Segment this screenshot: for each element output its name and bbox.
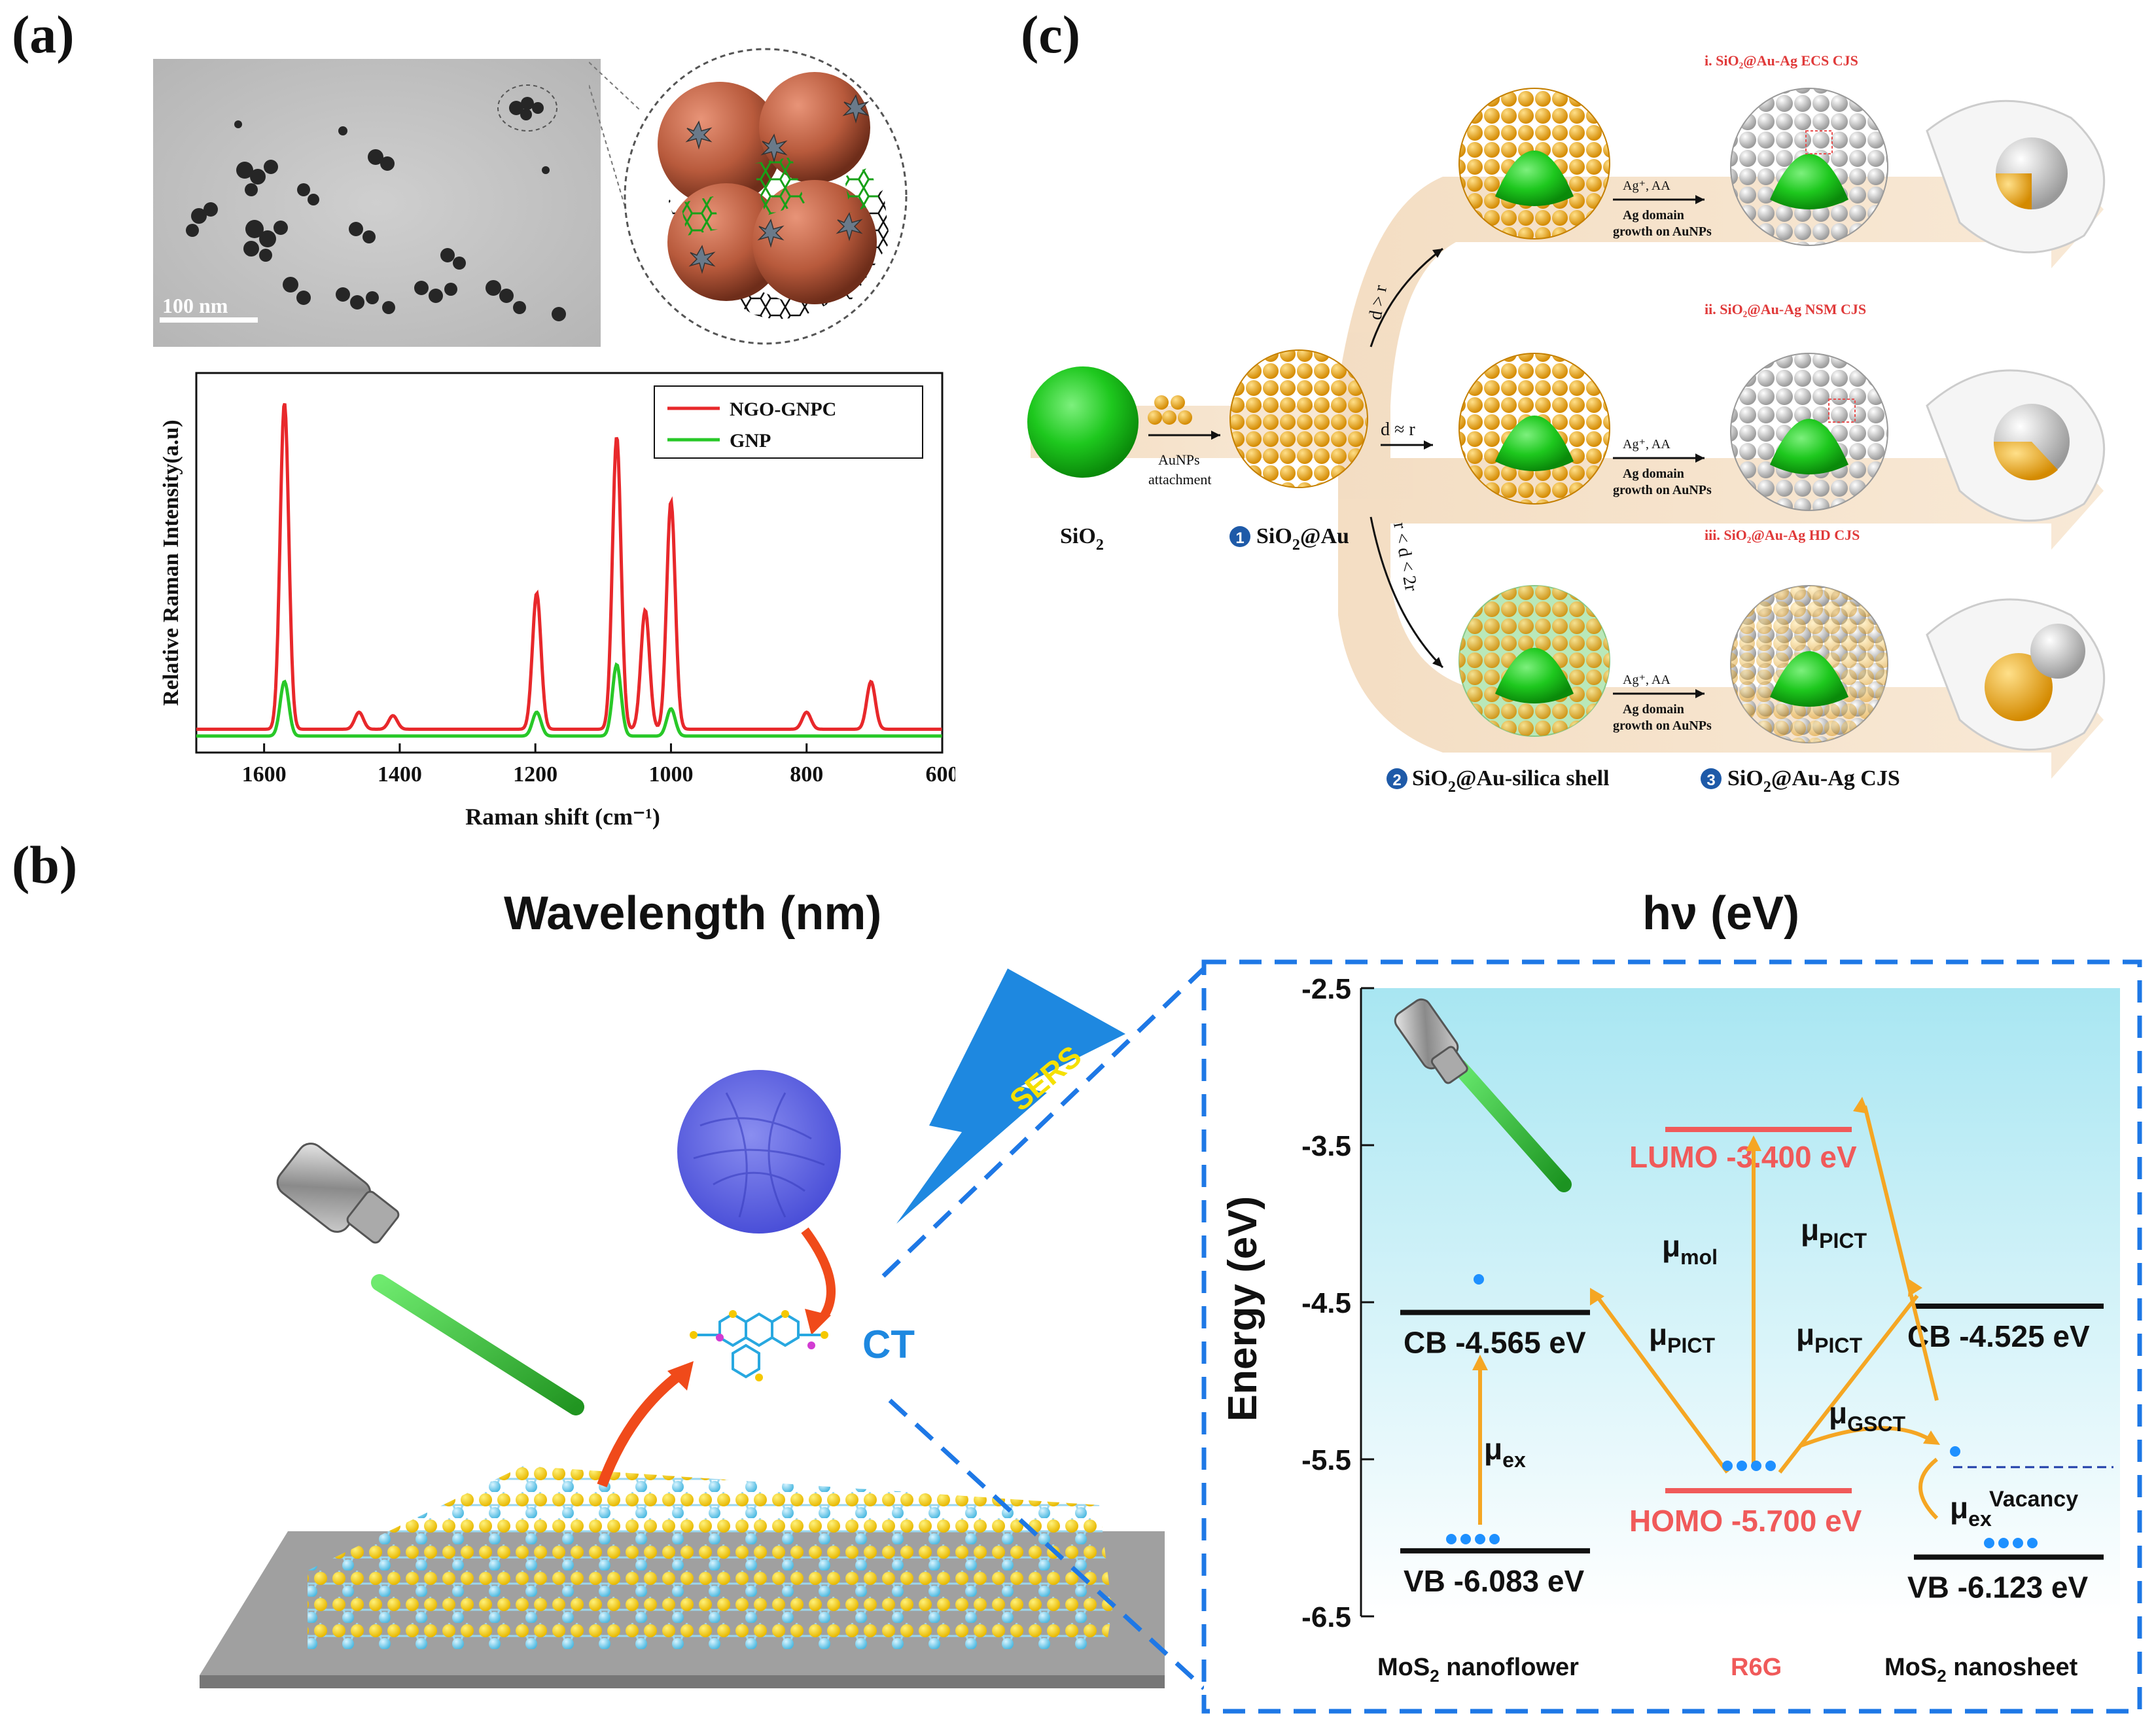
panel-label-b: (b) (12, 835, 78, 895)
step3-label: SiO2@Au-Ag CJS (1727, 766, 1900, 796)
branch-arrow-top (1370, 247, 1443, 347)
raman-x-tick-label: 600 (926, 762, 956, 787)
level-label-cb: CB -4.565 eV (1404, 1326, 1586, 1360)
cjs-sphere-nsm (1730, 353, 1888, 511)
reagent-bottom: Ag⁺, AA (1623, 673, 1670, 687)
label-vacancy: Vacancy (1989, 1487, 2078, 1512)
label-mu-pict-upper: μPICT (1801, 1213, 1867, 1252)
legend-label-gnp: GNP (730, 430, 771, 452)
growth-label-mid-2: growth on AuNPs (1613, 483, 1712, 497)
ct-arrow-up (597, 1370, 684, 1487)
energy-y-tick-label: -5.5 (1301, 1444, 1351, 1476)
raman-y-axis-label: Relative Raman Intensity(a.u) (159, 419, 183, 705)
label-mu-ex-right: μex (1950, 1491, 1992, 1531)
step-number-1: 1 (1235, 529, 1244, 547)
growth-label-top-1: Ag domain (1623, 208, 1684, 222)
product-label-i: i. SiO₂@Au-Ag ECS CJS (1705, 52, 1858, 69)
raman-x-tick-label: 1600 (242, 762, 287, 787)
zoom-connector-bottom (888, 1398, 1206, 1690)
raman-x-axis-label: Raman shift (cm⁻¹) (465, 804, 660, 830)
branch-arrow-bottom (1370, 516, 1444, 669)
ct-arrow-down (801, 1227, 836, 1318)
growth-label-mid-1: Ag domain (1623, 467, 1684, 481)
reagent-mid: Ag⁺, AA (1623, 437, 1670, 452)
growth-label-top-2: growth on AuNPs (1613, 224, 1712, 239)
sers-scheme: SERS CT -2.5 -3.5 -4.5 -5.5 -6.5 Energy (eV)… (200, 959, 2142, 1714)
reagent-top: Ag⁺, AA (1623, 179, 1670, 193)
energy-y-tick-label: -6.5 (1301, 1601, 1351, 1633)
level-label-cb: CB -4.525 eV (1907, 1319, 2090, 1353)
sers-lightning-icon: SERS (896, 968, 1125, 1224)
raman-series-ngo-gnpc (196, 402, 942, 731)
step-number-2: 2 (1392, 772, 1401, 789)
step-number-3: 3 (1706, 772, 1715, 789)
attach-label-2: attachment (1148, 471, 1212, 488)
r6g-molecule-icon (690, 1310, 828, 1381)
level-label-homo: HOMO -5.700 eV (1629, 1504, 1862, 1538)
electron-dots (1446, 1274, 2038, 1548)
level-label-lumo: LUMO -3.400 eV (1629, 1140, 1857, 1174)
raman-series-gnp (196, 662, 942, 738)
condition-d-range: r < d < 2r (1389, 521, 1421, 594)
product-label-ii: ii. SiO₂@Au-Ag NSM CJS (1705, 301, 1866, 317)
gnpc-zoom-illustration (589, 48, 908, 345)
label-mu-pict-right: μPICT (1796, 1317, 1863, 1357)
panel-label-a: (a) (12, 5, 75, 64)
raman-x-tick-label: 1000 (648, 762, 693, 787)
energy-y-axis-label: Energy (eV) (1220, 1196, 1265, 1422)
legend-label-ngo-gnpc: NGO-GNPC (730, 399, 836, 420)
mos2-lattice (308, 1466, 1112, 1649)
energy-y-tick-label: -3.5 (1301, 1130, 1351, 1162)
aunps-icon (1148, 395, 1192, 425)
step2-label: SiO2@Au-silica shell (1412, 766, 1610, 796)
group-label-nanosheet: MoS2 nanosheet (1884, 1654, 2078, 1686)
group-label-nanoflower: MoS2 nanoflower (1377, 1654, 1579, 1686)
cjs-sphere-hd (1730, 585, 1888, 743)
label-mu-ex-left: μex (1484, 1432, 1526, 1472)
cjs-sphere-ecs (1730, 88, 1888, 246)
energy-y-tick-label: -2.5 (1301, 973, 1351, 1005)
zoom-bubble-nsm (1926, 369, 2105, 522)
zoom-connector-top (881, 967, 1206, 1278)
sio2-au-sphere (1229, 349, 1368, 488)
raman-x-tick-label: 1200 (513, 762, 557, 787)
level-label-vb: VB -6.123 eV (1907, 1571, 2088, 1605)
scale-bar-label: 100 nm (162, 294, 228, 317)
transition-arrows (1478, 1105, 1939, 1525)
synthesis-scheme: SiO2 AuNPs attachment 1 SiO2@Au d > r d … (1027, 52, 2105, 796)
raman-chart: 1600 1400 1200 1000 800 600 NGO-GNPC GNP Rama… (159, 372, 956, 830)
label-mu-pict-left: μPICT (1649, 1317, 1716, 1357)
group-label-r6g: R6G (1731, 1654, 1782, 1681)
wavelength-title: Wavelength (nm) (504, 887, 882, 940)
laser-icon-left (276, 1143, 584, 1415)
energy-title: hν (eV) (1642, 887, 1800, 940)
silica-shell-sphere-mid (1458, 353, 1610, 505)
zoom-bubble-hd (1926, 598, 2105, 751)
sio2-sphere (1027, 366, 1139, 478)
ct-label: CT (862, 1323, 915, 1366)
growth-label-bottom-2: growth on AuNPs (1613, 719, 1712, 733)
mos2-nanoflower-particle (677, 1070, 841, 1234)
tem-particles: 100 nm (160, 84, 566, 323)
raman-x-tick-label: 800 (790, 762, 823, 787)
attach-label-1: AuNPs (1158, 452, 1200, 468)
energy-y-tick-label: -4.5 (1301, 1287, 1351, 1319)
silica-shell-sphere-top (1458, 88, 1610, 240)
level-label-vb: VB -6.083 eV (1404, 1564, 1584, 1598)
step1-label: SiO2@Au (1256, 524, 1349, 554)
silica-shell-sphere-bottom (1458, 585, 1610, 737)
condition-d-eq-r: d ≈ r (1381, 419, 1415, 440)
laser-icon-right (1394, 998, 1572, 1192)
product-label-iii: iii. SiO₂@Au-Ag HD CJS (1705, 527, 1860, 543)
raman-x-tick-label: 1400 (378, 762, 422, 787)
growth-label-bottom-1: Ag domain (1623, 702, 1684, 717)
tem-image: 100 nm (153, 59, 601, 347)
zoom-bubble-ecs (1926, 99, 2105, 254)
raman-legend: NGO-GNPC GNP (654, 385, 923, 459)
label-mu-gsct: μGSCT (1829, 1396, 1906, 1436)
label-mu-mol: μmol (1662, 1229, 1718, 1269)
sio2-label: SiO2 (1060, 524, 1104, 554)
panel-label-c: (c) (1021, 5, 1081, 64)
